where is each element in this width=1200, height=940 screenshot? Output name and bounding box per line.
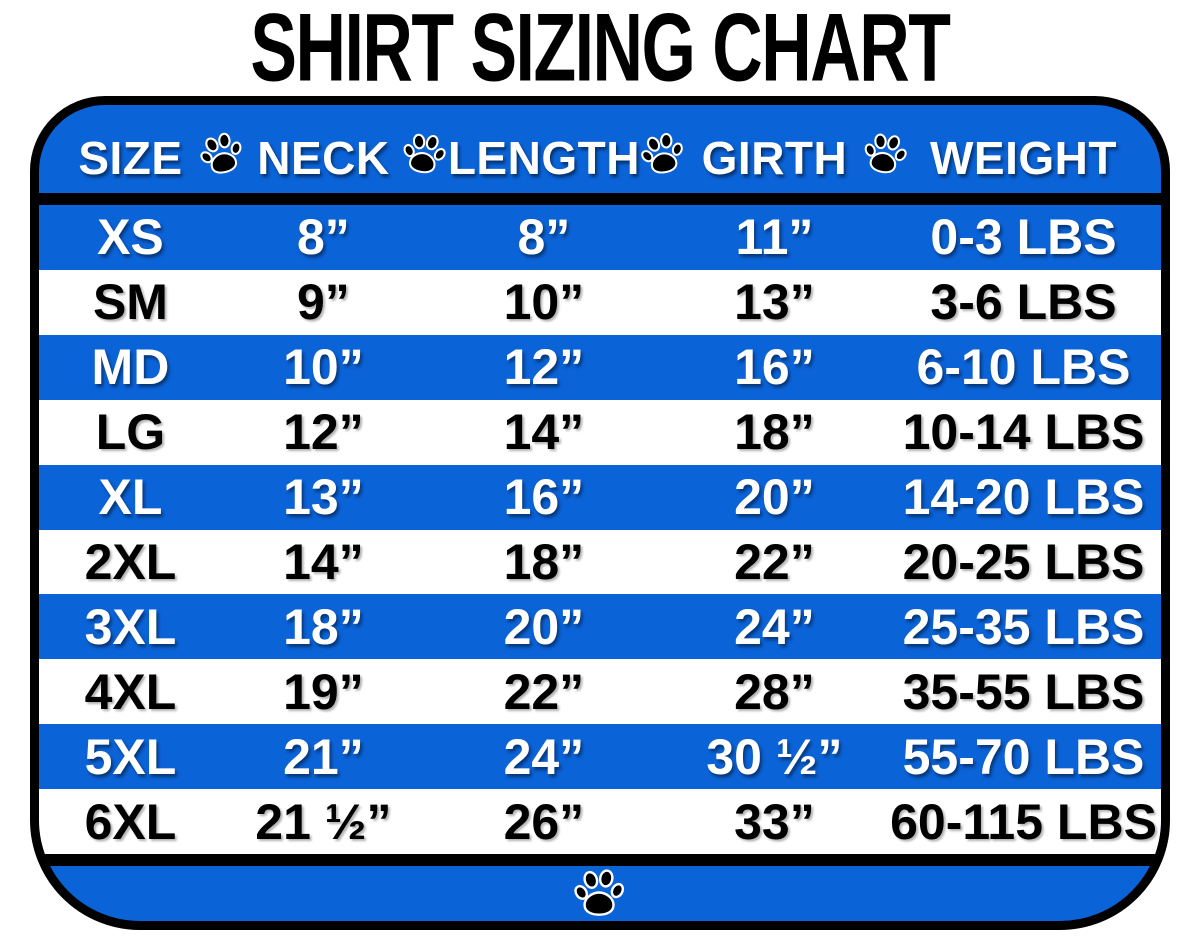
cell-neck: 9” <box>297 274 350 331</box>
column-header-neck: NECK <box>257 132 390 184</box>
cell-neck: 8” <box>297 209 350 266</box>
table-row: XL 13” 16” 20” 14-20 LBS <box>39 465 1161 530</box>
cell-neck: 19” <box>283 663 364 720</box>
sizing-chart-card: SIZE NECK LENGTH GIRTH WEIGHT XS 8” 8” 1… <box>30 96 1170 930</box>
cell-girth: 20” <box>734 469 815 526</box>
table-row: 6XL 21 ½” 26” 33” 60-115 LBS <box>39 789 1161 855</box>
cell-neck: 14” <box>283 533 364 590</box>
paw-icon <box>858 126 914 181</box>
cell-size: 4XL <box>84 663 177 720</box>
column-header-length: LENGTH <box>447 132 640 184</box>
table-row: XS 8” 8” 11” 0-3 LBS <box>39 205 1161 270</box>
cell-size: XL <box>98 469 163 526</box>
table-row: 5XL 21” 24” 30 ½” 55-70 LBS <box>39 724 1161 789</box>
cell-length: 24” <box>503 728 585 785</box>
cell-weight: 6-10 LBS <box>916 339 1131 396</box>
cell-girth: 30 ½” <box>706 728 843 785</box>
cell-weight: 25-35 LBS <box>902 598 1145 655</box>
cell-weight: 60-115 LBS <box>890 793 1157 850</box>
cell-length: 10” <box>503 274 585 331</box>
page-title: SHIRT SIZING CHART <box>0 0 1200 101</box>
table-row: SM 9” 10” 13” 3-6 LBS <box>39 269 1161 335</box>
cell-weight: 3-6 LBS <box>930 274 1117 331</box>
paw-icon <box>636 126 689 179</box>
cell-length: 18” <box>503 533 585 590</box>
cell-size: XS <box>97 209 164 266</box>
cell-length: 12” <box>503 339 585 396</box>
column-header-girth: GIRTH <box>701 132 848 184</box>
cell-size: 5XL <box>84 728 177 785</box>
cell-weight: 0-3 LBS <box>930 209 1117 266</box>
table-row: MD 10” 12” 16” 6-10 LBS <box>39 335 1161 400</box>
table-row: 3XL 18” 20” 24” 25-35 LBS <box>39 594 1161 659</box>
cell-length: 14” <box>503 404 585 461</box>
cell-neck: 10” <box>283 339 364 396</box>
cell-length: 16” <box>503 469 585 526</box>
cell-girth: 13” <box>734 274 815 331</box>
cell-length: 22” <box>503 663 585 720</box>
cell-girth: 33” <box>734 793 815 850</box>
cell-neck: 13” <box>283 469 364 526</box>
cell-length: 26” <box>503 793 585 850</box>
table-row: 2XL 14” 18” 22” 20-25 LBS <box>39 529 1161 595</box>
cell-girth: 18” <box>734 404 815 461</box>
cell-size: 3XL <box>84 598 177 655</box>
page-title-text: SHIRT SIZING CHART <box>250 0 951 102</box>
cell-girth: 16” <box>734 339 815 396</box>
cell-neck: 21” <box>283 728 364 785</box>
cell-girth: 11” <box>735 209 814 266</box>
cell-neck: 21 ½” <box>255 793 392 850</box>
cell-size: LG <box>95 404 166 461</box>
cell-weight: 35-55 LBS <box>902 663 1145 720</box>
cell-size: 6XL <box>84 793 177 850</box>
table-body: XS 8” 8” 11” 0-3 LBS SM 9” 10” 13” 3-6 L… <box>39 205 1161 855</box>
divider <box>39 854 1161 866</box>
cell-girth: 22” <box>734 533 815 590</box>
cell-girth: 24” <box>734 598 815 655</box>
cell-size: MD <box>91 339 170 396</box>
cell-size: SM <box>92 274 168 331</box>
column-header-size: SIZE <box>78 132 183 184</box>
cell-weight: 14-20 LBS <box>902 469 1145 526</box>
table-footer <box>39 866 1161 921</box>
divider <box>39 193 1161 205</box>
paw-icon <box>398 126 451 179</box>
cell-length: 8” <box>517 209 571 266</box>
cell-length: 20” <box>503 598 585 655</box>
cell-weight: 20-25 LBS <box>902 533 1145 590</box>
cell-neck: 18” <box>283 598 364 655</box>
column-header-weight: WEIGHT <box>930 132 1117 184</box>
cell-size: 2XL <box>84 533 177 590</box>
cell-weight: 55-70 LBS <box>902 728 1145 785</box>
table-header-row: SIZE NECK LENGTH GIRTH WEIGHT <box>39 105 1161 193</box>
table-row: LG 12” 14” 18” 10-14 LBS <box>39 399 1161 465</box>
paw-icon <box>573 865 627 919</box>
cell-girth: 28” <box>734 663 815 720</box>
table-row: 4XL 19” 22” 28” 35-55 LBS <box>39 659 1161 725</box>
cell-neck: 12” <box>283 404 364 461</box>
cell-weight: 10-14 LBS <box>902 404 1145 461</box>
